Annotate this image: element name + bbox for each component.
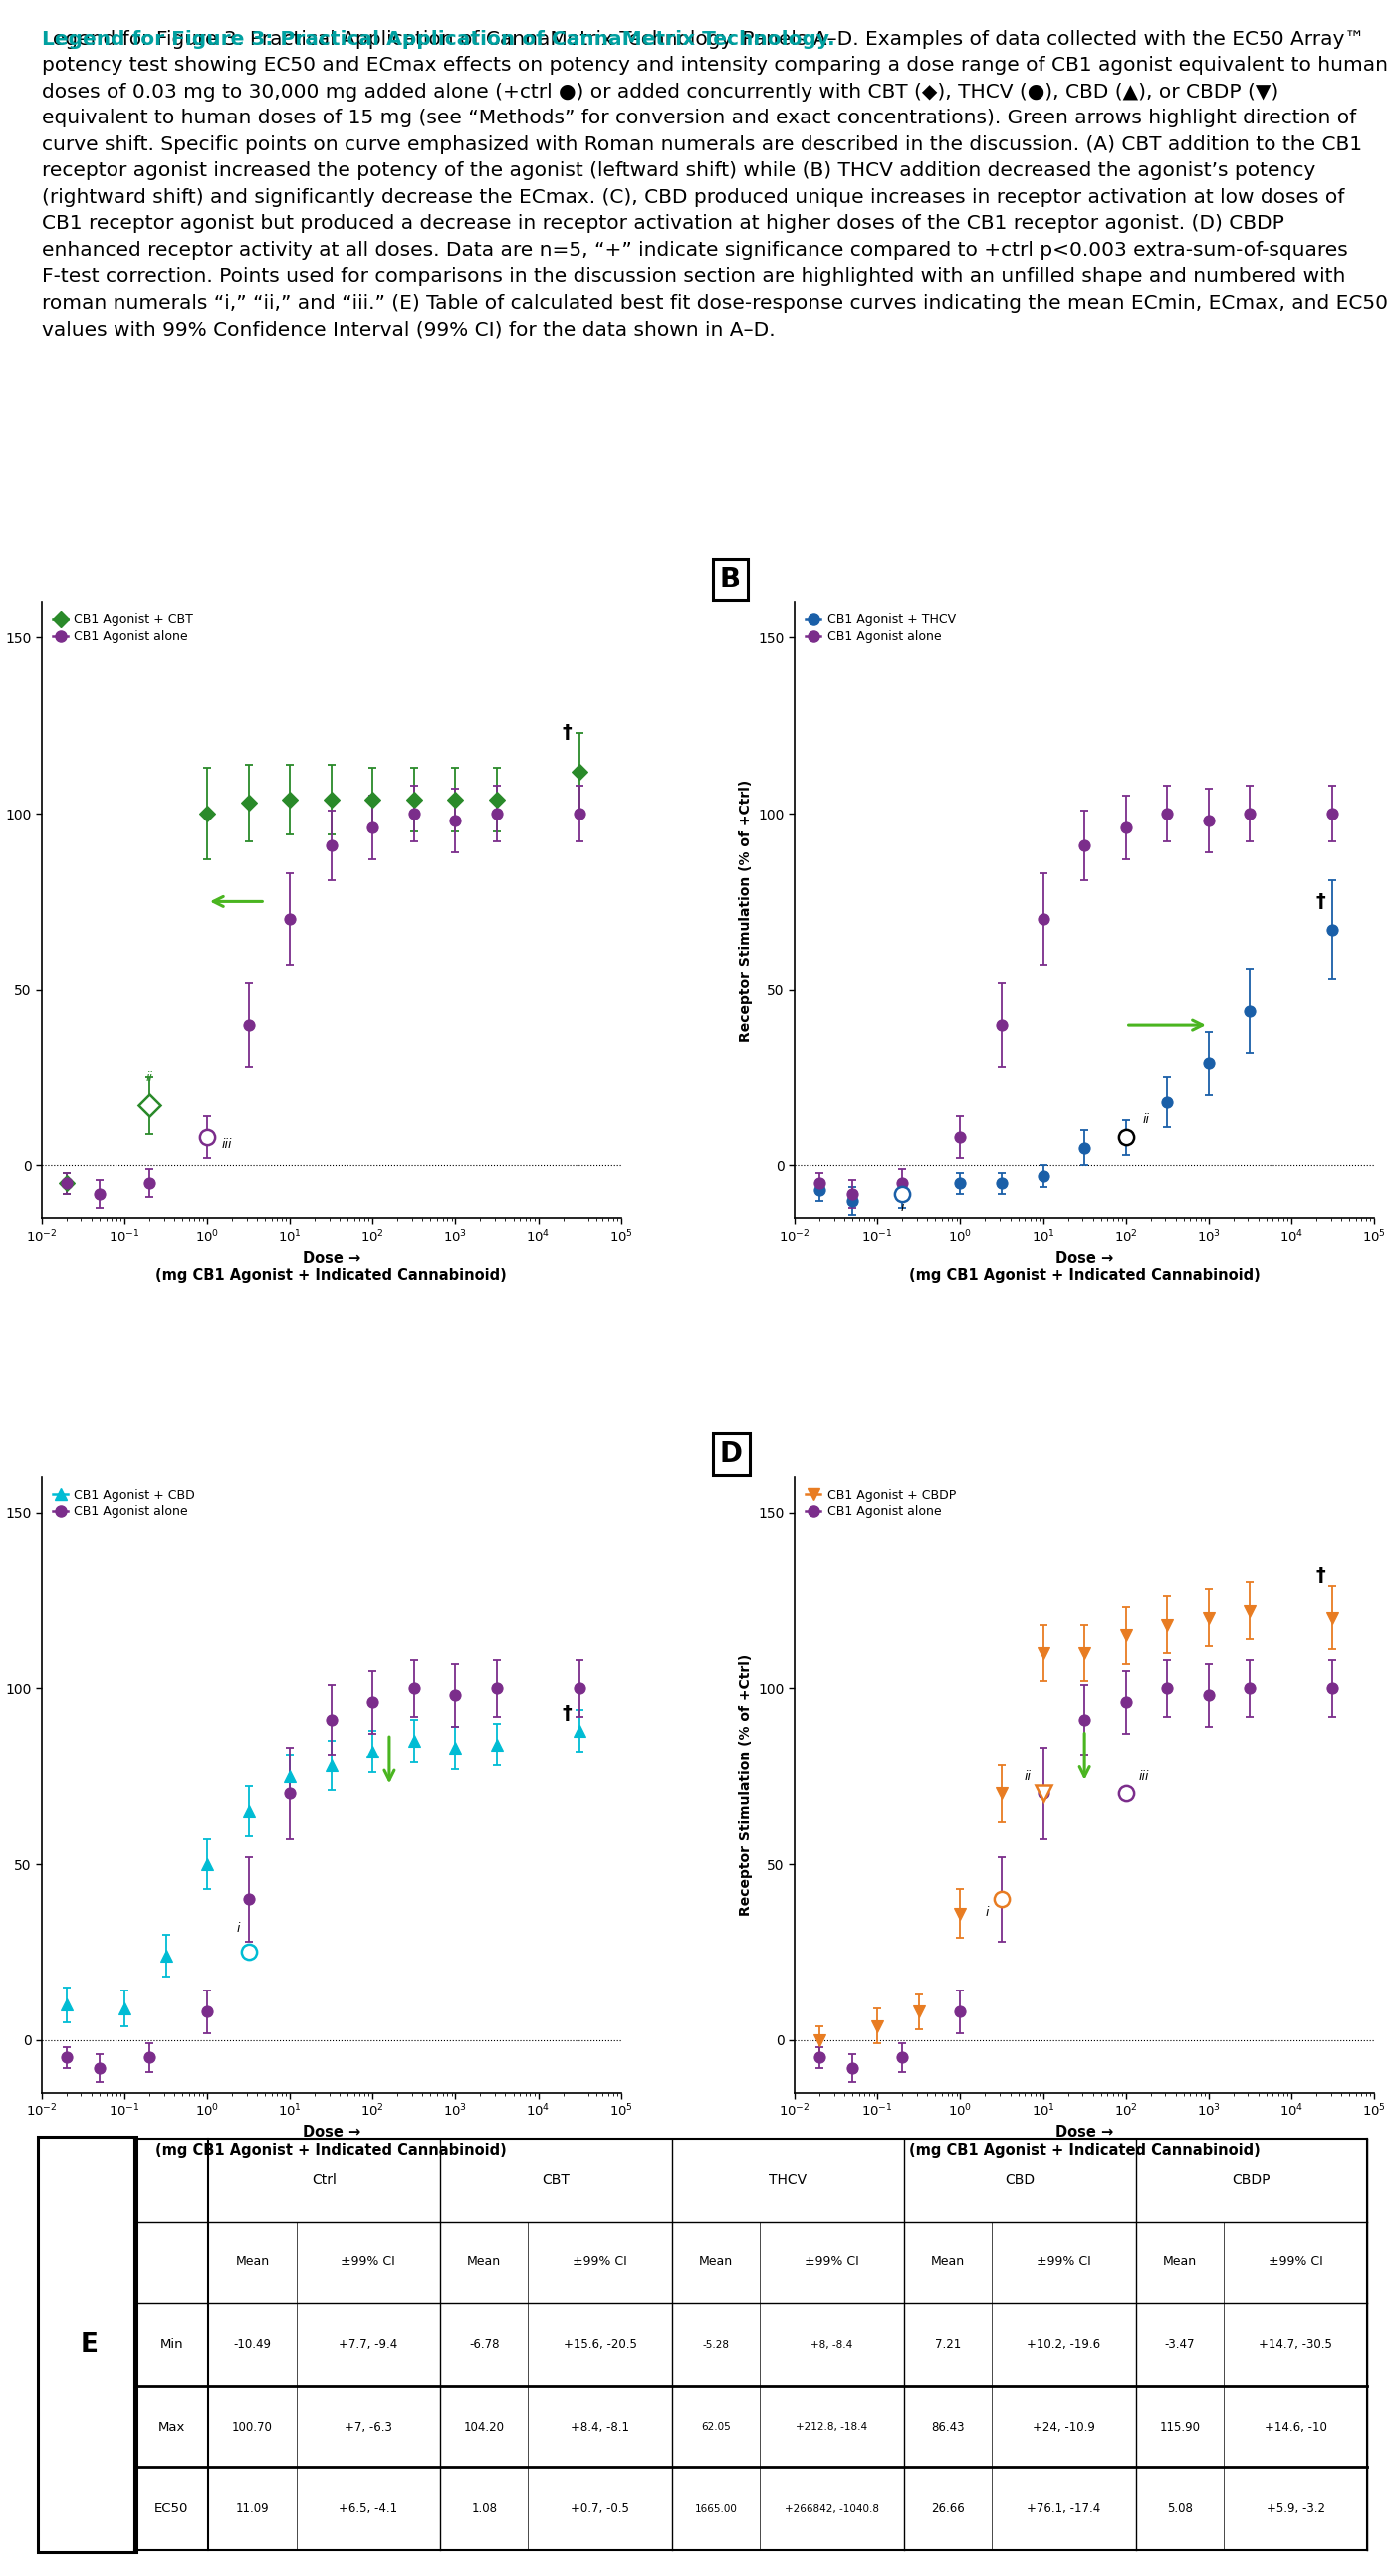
Text: +15.6, -20.5: +15.6, -20.5: [564, 2339, 637, 2352]
Text: -5.28: -5.28: [702, 2339, 730, 2349]
Text: +0.7, -0.5: +0.7, -0.5: [570, 2501, 629, 2514]
Text: Mean: Mean: [931, 2257, 965, 2269]
Legend: CB1 Agonist + CBDP, CB1 Agonist alone: CB1 Agonist + CBDP, CB1 Agonist alone: [801, 1484, 960, 1522]
Text: 62.05: 62.05: [701, 2421, 730, 2432]
Text: †: †: [562, 1703, 572, 1723]
Text: +14.7, -30.5: +14.7, -30.5: [1259, 2339, 1332, 2352]
Text: 1.08: 1.08: [471, 2501, 497, 2514]
Text: ii: ii: [146, 1072, 153, 1084]
Text: ±99% CI: ±99% CI: [341, 2257, 396, 2269]
Text: iii: iii: [222, 1139, 232, 1151]
Text: +76.1, -17.4: +76.1, -17.4: [1027, 2501, 1101, 2514]
Text: Mean: Mean: [235, 2257, 269, 2269]
Text: -6.78: -6.78: [469, 2339, 500, 2352]
Text: THCV: THCV: [769, 2174, 806, 2187]
X-axis label: Dose →
(mg CB1 Agonist + Indicated Cannabinoid): Dose → (mg CB1 Agonist + Indicated Canna…: [155, 2125, 507, 2159]
Text: Min: Min: [160, 2339, 183, 2352]
Text: EC50: EC50: [154, 2501, 189, 2514]
Text: 100.70: 100.70: [232, 2421, 272, 2434]
Text: ±99% CI: ±99% CI: [573, 2257, 627, 2269]
Legend: CB1 Agonist + CBD, CB1 Agonist alone: CB1 Agonist + CBD, CB1 Agonist alone: [47, 1484, 200, 1522]
Text: Mean: Mean: [700, 2257, 733, 2269]
Text: B: B: [719, 567, 741, 592]
Text: Mean: Mean: [468, 2257, 501, 2269]
Text: 26.66: 26.66: [931, 2501, 965, 2514]
Text: +5.9, -3.2: +5.9, -3.2: [1266, 2501, 1326, 2514]
Text: ii: ii: [1024, 1770, 1031, 1783]
Text: +8.4, -8.1: +8.4, -8.1: [570, 2421, 629, 2434]
Text: †: †: [562, 724, 572, 742]
Text: †: †: [1316, 891, 1326, 912]
Text: -10.49: -10.49: [233, 2339, 271, 2352]
Text: -3.47: -3.47: [1165, 2339, 1195, 2352]
Text: 5.08: 5.08: [1167, 2501, 1192, 2514]
Text: 86.43: 86.43: [931, 2421, 965, 2434]
Text: i: i: [237, 1922, 240, 1935]
Text: ±99% CI: ±99% CI: [1269, 2257, 1323, 2269]
Legend: CB1 Agonist + THCV, CB1 Agonist alone: CB1 Agonist + THCV, CB1 Agonist alone: [801, 608, 960, 649]
Text: +8, -8.4: +8, -8.4: [811, 2339, 852, 2349]
Text: E: E: [81, 2331, 99, 2357]
Text: +266842, -1040.8: +266842, -1040.8: [784, 2504, 879, 2514]
Text: Ctrl: Ctrl: [312, 2174, 336, 2187]
Text: 115.90: 115.90: [1159, 2421, 1201, 2434]
Text: ±99% CI: ±99% CI: [1037, 2257, 1091, 2269]
Text: †: †: [1316, 1566, 1326, 1584]
Text: CBD: CBD: [1005, 2174, 1034, 2187]
X-axis label: Dose →
(mg CB1 Agonist + Indicated Cannabinoid): Dose → (mg CB1 Agonist + Indicated Canna…: [155, 1252, 507, 1283]
Y-axis label: Receptor Stimulation (% of +Ctrl): Receptor Stimulation (% of +Ctrl): [738, 1654, 752, 1917]
Text: +24, -10.9: +24, -10.9: [1033, 2421, 1095, 2434]
Text: 1665.00: 1665.00: [694, 2504, 737, 2514]
Legend: CB1 Agonist + CBT, CB1 Agonist alone: CB1 Agonist + CBT, CB1 Agonist alone: [47, 608, 198, 649]
Text: ii: ii: [1142, 1113, 1149, 1126]
Text: 7.21: 7.21: [934, 2339, 960, 2352]
Text: Legend for Figure 3: Practical Application of CannaMetrix Technology. Panels A–D: Legend for Figure 3: Practical Applicati…: [42, 28, 1388, 340]
Text: ±99% CI: ±99% CI: [805, 2257, 859, 2269]
Text: Legend for Figure 3: Practical Application of CannaMetrix Technology.: Legend for Figure 3: Practical Applicati…: [42, 28, 834, 49]
Text: 104.20: 104.20: [464, 2421, 504, 2434]
Text: iii: iii: [1138, 1770, 1149, 1783]
Text: +7, -6.3: +7, -6.3: [344, 2421, 391, 2434]
X-axis label: Dose →
(mg CB1 Agonist + Indicated Cannabinoid): Dose → (mg CB1 Agonist + Indicated Canna…: [909, 2125, 1260, 2159]
Text: i: i: [901, 1200, 904, 1213]
Text: i: i: [985, 1906, 990, 1919]
Text: CBDP: CBDP: [1233, 2174, 1270, 2187]
Text: Max: Max: [158, 2421, 185, 2434]
Text: +10.2, -19.6: +10.2, -19.6: [1027, 2339, 1101, 2352]
Text: 11.09: 11.09: [236, 2501, 269, 2514]
Text: +7.7, -9.4: +7.7, -9.4: [339, 2339, 398, 2352]
Text: +212.8, -18.4: +212.8, -18.4: [795, 2421, 868, 2432]
Y-axis label: Receptor Stimulation (% of +Ctrl): Receptor Stimulation (% of +Ctrl): [738, 781, 752, 1041]
Text: CBT: CBT: [543, 2174, 570, 2187]
Text: Mean: Mean: [1163, 2257, 1196, 2269]
Text: +14.6, -10: +14.6, -10: [1264, 2421, 1327, 2434]
Text: D: D: [719, 1440, 743, 1468]
Text: +6.5, -4.1: +6.5, -4.1: [339, 2501, 397, 2514]
X-axis label: Dose →
(mg CB1 Agonist + Indicated Cannabinoid): Dose → (mg CB1 Agonist + Indicated Canna…: [909, 1252, 1260, 1283]
